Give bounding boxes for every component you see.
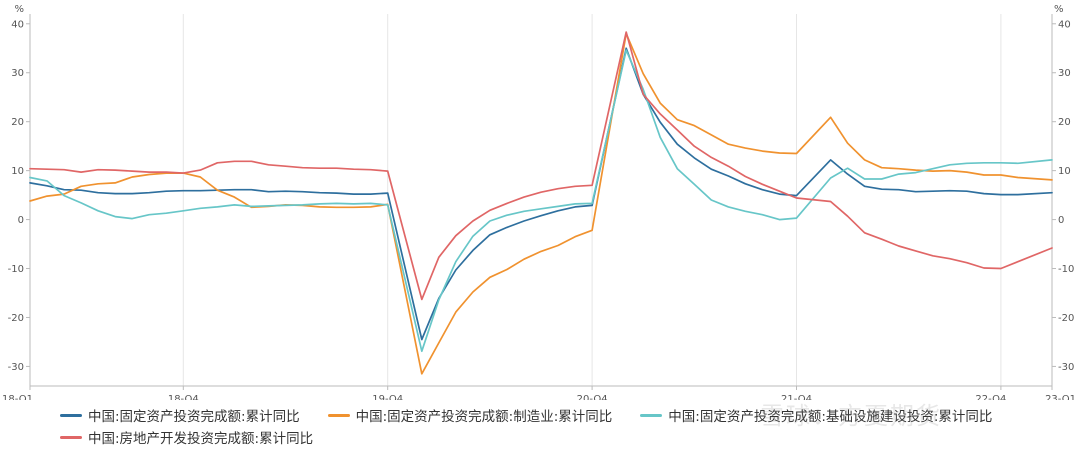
y-tick-label-left: 0 xyxy=(18,215,24,226)
y-tick-label-left: -30 xyxy=(8,362,24,373)
y-tick-label-left: 10 xyxy=(11,166,24,177)
legend-label-fai: 中国:固定资产投资完成额:累计同比 xyxy=(88,409,300,425)
x-tick-label-19-Q4: 19-Q4 xyxy=(372,394,403,400)
x-tick-label-18-Q1: 18-Q1 xyxy=(2,394,33,400)
series-layer xyxy=(29,31,1053,375)
x-tick-label-23-Q1: 23-Q1 xyxy=(1045,394,1076,400)
y-tick-label-right: 30 xyxy=(1058,68,1071,79)
legend-swatch-manufacturing xyxy=(327,413,350,417)
y-tick-label-right: -30 xyxy=(1058,362,1074,373)
legend-label-infrastructure: 中国:固定资产投资完成额:基础设施建设投资:累计同比 xyxy=(668,409,993,425)
series-line-3 xyxy=(29,49,1053,353)
legend: 中国:固定资产投资完成额:累计同比 中国:固定资产投资完成额:制造业:累计同比 … xyxy=(60,404,1060,448)
legend-row-1: 中国:固定资产投资完成额:累计同比 中国:固定资产投资完成额:制造业:累计同比 … xyxy=(60,404,1060,426)
y-tick-label-left: -20 xyxy=(8,313,24,324)
y-tick-label-left: 30 xyxy=(11,68,24,79)
x-tick-label-22-Q4: 22-Q4 xyxy=(975,394,1006,400)
series-line-1 xyxy=(29,47,1053,341)
legend-label-real-estate: 中国:房地产开发投资完成额:累计同比 xyxy=(88,431,314,447)
series-line-2 xyxy=(29,32,1053,375)
y-tick-label-right: -10 xyxy=(1058,264,1074,275)
legend-item-infrastructure[interactable]: 中国:固定资产投资完成额:基础设施建设投资:累计同比 xyxy=(640,405,992,425)
y-unit-right: % xyxy=(1054,4,1064,15)
line-chart: % % -30 -30 -20 -20 -10 -10 0 0 10 10 20 20 30 30 40 40 18… xyxy=(2,4,1076,400)
legend-label-manufacturing: 中国:固定资产投资完成额:制造业:累计同比 xyxy=(355,409,613,425)
legend-swatch-real-estate xyxy=(60,435,82,439)
y-tick-label-right: 0 xyxy=(1058,215,1064,226)
y-tick-label-left: 40 xyxy=(11,19,24,30)
y-tick-label-left: 20 xyxy=(11,117,24,128)
y-tick-label-right: 40 xyxy=(1058,19,1071,30)
y-tick-label-right: 10 xyxy=(1058,166,1071,177)
legend-item-fai[interactable]: 中国:固定资产投资完成额:累计同比 xyxy=(60,405,300,425)
legend-swatch-infrastructure xyxy=(640,413,663,417)
x-tick-label-21-Q4: 21-Q4 xyxy=(781,394,812,400)
y-unit-left: % xyxy=(14,4,24,15)
axis-layer: % % -30 -30 -20 -20 -10 -10 0 0 10 10 20 20 30 30 40 40 18… xyxy=(2,4,1076,400)
x-tick-label-18-Q4: 18-Q4 xyxy=(168,394,199,400)
y-tick-label-right: 20 xyxy=(1058,117,1071,128)
legend-row-2: 中国:房地产开发投资完成额:累计同比 xyxy=(60,426,1060,448)
legend-item-manufacturing[interactable]: 中国:固定资产投资完成额:制造业:累计同比 xyxy=(327,405,613,425)
watermark: 雪球：方夏期货 xyxy=(760,402,942,430)
legend-swatch-fai xyxy=(60,413,82,417)
y-tick-label-left: -10 xyxy=(8,264,24,275)
y-tick-label-right: -20 xyxy=(1058,313,1074,324)
series-line-4 xyxy=(29,31,1053,301)
legend-item-real-estate[interactable]: 中国:房地产开发投资完成额:累计同比 xyxy=(60,427,313,447)
x-tick-label-20-Q4: 20-Q4 xyxy=(577,394,608,400)
